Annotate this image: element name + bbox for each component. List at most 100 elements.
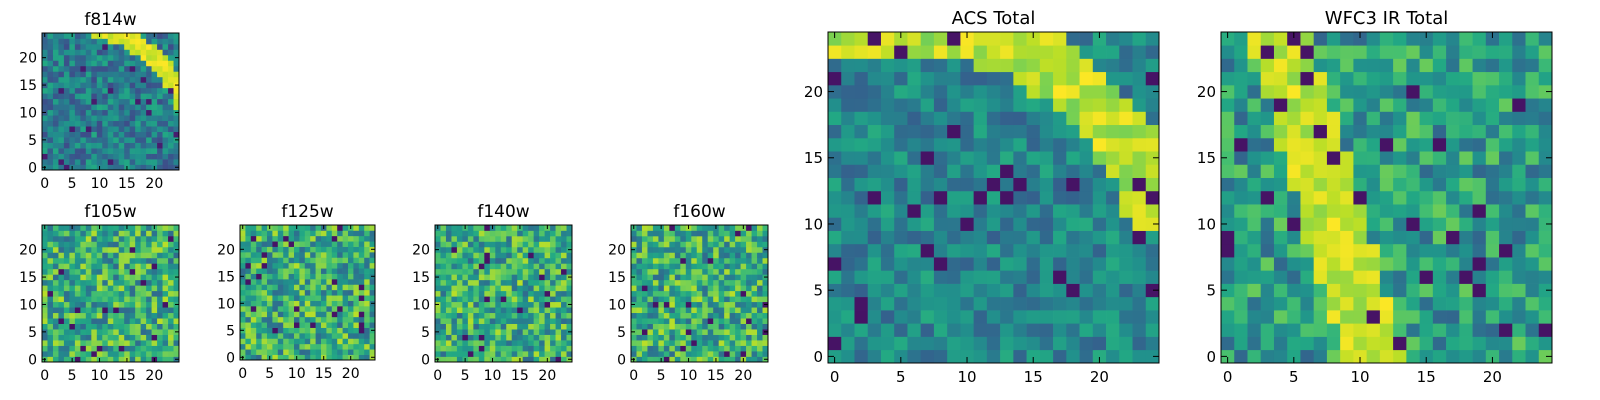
heatmap-cell [304,241,311,247]
heatmap-cell [1039,98,1054,112]
heatmap-cell [1145,58,1160,73]
heatmap-cell [456,340,463,346]
heatmap-cell [256,322,262,328]
heatmap-cell [658,301,665,308]
heatmap-cell [1273,217,1288,231]
heatmap-cell [828,58,842,73]
heatmap-cell [74,159,81,165]
heatmap-cell [1300,32,1315,46]
heatmap-cell [506,263,513,270]
heatmap-cell [331,322,338,328]
heatmap-cell [828,349,842,364]
heatmap-cell [467,268,474,275]
heatmap-cell [299,295,306,301]
heatmap-cell [256,295,262,301]
heatmap-cell [102,43,109,50]
heatmap-cell [445,329,452,335]
heatmap-cell [933,323,948,337]
heatmap-cell [735,318,741,324]
heatmap-cell [310,273,316,280]
heatmap-cell [555,307,562,314]
heatmap-cell [1379,84,1394,99]
heatmap-cell [462,252,469,259]
heatmap-cell [118,137,125,143]
heatmap-cell [58,76,65,83]
heatmap-cell [746,340,752,346]
heatmap-cell [669,351,676,357]
heatmap-cell [52,225,59,231]
heatmap-cell [85,307,92,314]
heatmap-cell [506,274,513,281]
heatmap-cell [880,230,895,245]
heatmap-cell [358,235,365,242]
heatmap-cell [828,164,842,178]
heatmap-cell [342,273,349,280]
heatmap-cell [1079,111,1094,126]
heatmap-cell [91,307,98,314]
x-tick-label: 20 [1483,368,1502,386]
heatmap-cell [342,343,349,350]
heatmap-cell [348,273,354,280]
heatmap-cell [933,257,948,271]
heatmap-cell [1419,310,1434,324]
heatmap-cell [1260,45,1275,59]
heatmap-cell [1353,98,1367,112]
heatmap-cell [544,230,551,237]
heatmap-cell [337,246,343,253]
heatmap-cell [707,257,714,264]
heatmap-cell [96,279,103,286]
heatmap-cell [674,345,681,352]
heatmap-cell [718,340,725,346]
heatmap-cell [528,340,534,346]
heatmap-cell [129,109,136,116]
heatmap-cell [674,329,681,335]
heatmap-cell [151,159,158,165]
heatmap-cell [337,225,343,231]
heatmap-cell [1234,349,1248,364]
heatmap-cell [52,246,59,253]
heatmap-cell [1079,243,1094,258]
heatmap-cell [435,268,441,275]
heatmap-cell [173,65,180,72]
heatmap-cell [986,177,1001,192]
heatmap-cell [140,142,147,149]
heatmap-cell [561,225,567,231]
heatmap-cell [973,84,988,99]
heatmap-cell [277,273,284,280]
heatmap-cell [113,148,120,154]
heatmap-cell [680,230,687,237]
heatmap-cell [118,120,125,127]
heatmap-cell [1485,111,1500,126]
heatmap-cell [841,257,855,271]
heatmap-cell [107,87,114,94]
heatmap-cell [113,38,120,45]
heatmap-cell [451,296,458,303]
heatmap-cell [173,115,180,122]
heatmap-cell [1326,124,1341,139]
heatmap-cell [321,289,327,296]
heatmap-cell [321,306,327,312]
heatmap-cell [102,340,109,346]
heatmap-cell [162,71,169,78]
heatmap-cell [841,137,855,152]
heatmap-cell [135,159,141,165]
heatmap-cell [1221,283,1235,298]
heatmap-cell [652,334,659,341]
heatmap-cell [647,323,654,330]
x-tick-label: 15 [315,366,333,382]
heatmap-cell [342,268,349,274]
heatmap-cell [256,279,262,285]
heatmap-cell [555,252,562,259]
heatmap-cells [1221,32,1553,364]
heatmap-cell [1379,177,1394,192]
heatmap-cell [96,49,103,56]
heatmap-cell [157,351,163,357]
heatmap-cell [685,235,692,242]
heatmap-cell [96,296,103,303]
heatmap-cell [1379,257,1394,271]
heatmap-cell [124,296,131,303]
heatmap-cell [933,137,948,152]
heatmap-cell [735,334,741,341]
